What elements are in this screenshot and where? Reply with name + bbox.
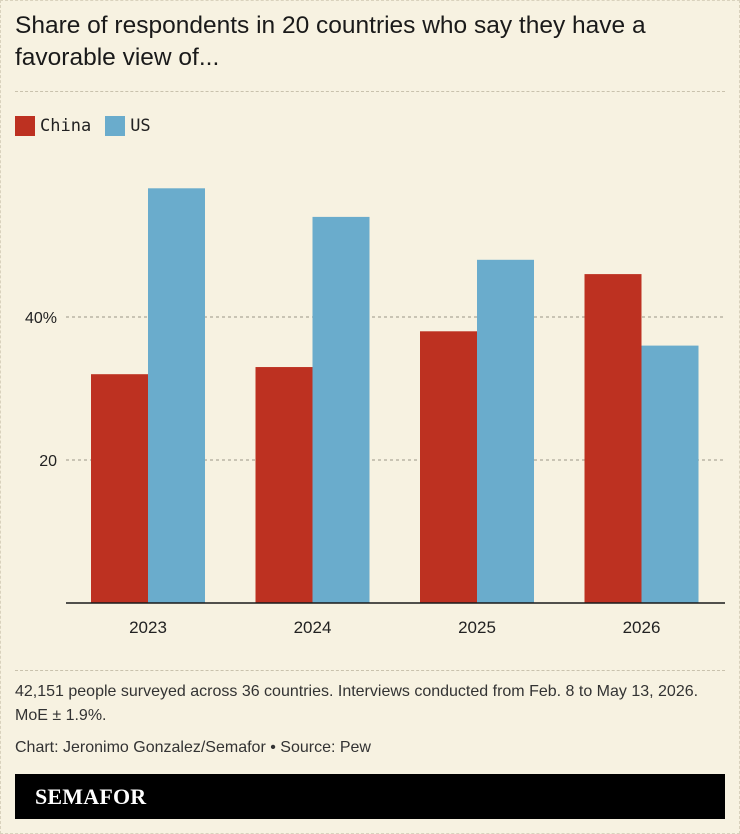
x-tick-label: 2026 [623,618,661,637]
legend-item-us: US [105,116,151,136]
legend-swatch-china [15,116,35,136]
bar-china-2024 [255,367,313,603]
y-tick-label: 20 [39,453,57,470]
title-divider [15,91,725,92]
bar-china-2023 [91,374,148,603]
legend-item-china: China [15,116,91,136]
bar-us-2026 [641,345,699,603]
legend-label-us: US [130,116,151,136]
bar-chart: 20 40% 2023 2024 2025 2026 [25,188,725,637]
chart-title: Share of respondents in 20 countries who… [15,12,646,71]
bar-china-2025 [420,331,477,603]
x-tick-label: 2025 [458,618,496,637]
x-tick-label: 2023 [129,618,167,637]
footer-divider [15,670,725,671]
bar-us-2023 [148,188,205,604]
semafor-logo: SEMAFOR [35,784,147,809]
survey-note: 42,151 people surveyed across 36 countri… [15,683,699,724]
chart-credit: Chart: Jeronimo Gonzalez/Semafor • Sourc… [15,739,371,756]
legend: China US [15,115,165,137]
bar-us-2025 [477,259,534,603]
bar-china-2026 [584,274,642,603]
brand-bar: SEMAFOR [15,774,725,819]
y-tick-label: 40% [25,310,57,327]
bar-us-2024 [312,216,370,603]
x-tick-label: 2024 [294,618,332,637]
legend-label-china: China [40,116,92,136]
legend-swatch-us [105,116,126,136]
